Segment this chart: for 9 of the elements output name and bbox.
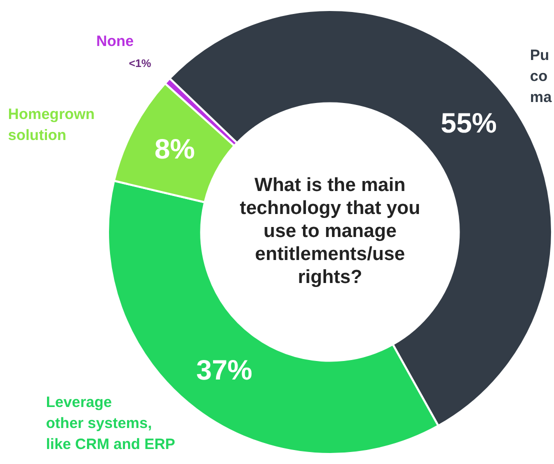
slice-label: Pu co ma bbox=[530, 47, 552, 106]
slice-label: Homegrown solution bbox=[8, 106, 95, 144]
data-label: <1% bbox=[128, 58, 152, 70]
text: What is the main technology that you use to manage entitlements/use rights? bbox=[240, 175, 420, 288]
data-label: 55% bbox=[440, 107, 497, 138]
slice-label: None bbox=[96, 33, 134, 50]
data-label: 8% bbox=[154, 133, 196, 164]
data-label: 37% bbox=[196, 354, 252, 386]
slice-label: Leverage other systems, like CRM and ERP bbox=[46, 394, 176, 454]
